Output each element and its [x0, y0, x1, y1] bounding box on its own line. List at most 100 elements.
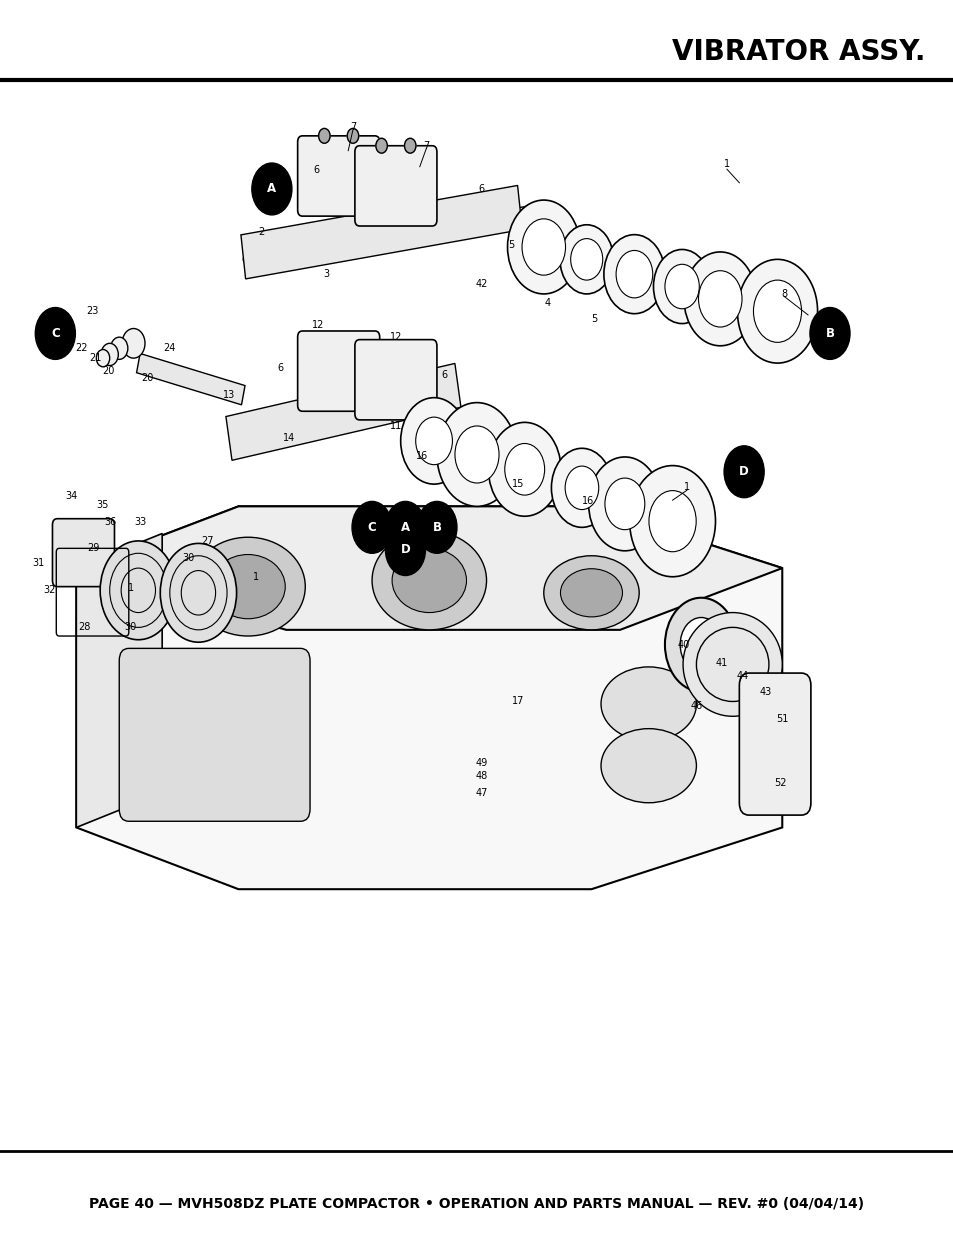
Text: 52: 52 — [773, 778, 786, 788]
Text: 16: 16 — [581, 496, 593, 506]
Text: 4: 4 — [544, 298, 550, 308]
Ellipse shape — [191, 537, 305, 636]
FancyBboxPatch shape — [355, 146, 436, 226]
Text: 46: 46 — [690, 701, 701, 711]
Circle shape — [385, 501, 425, 553]
Circle shape — [504, 443, 544, 495]
Text: 31: 31 — [32, 558, 44, 568]
Circle shape — [111, 337, 128, 359]
Text: 24: 24 — [164, 343, 175, 353]
Ellipse shape — [392, 548, 466, 613]
Circle shape — [101, 343, 118, 366]
Circle shape — [564, 466, 598, 510]
Text: 29: 29 — [88, 543, 99, 553]
FancyBboxPatch shape — [0, 0, 953, 74]
Text: 30: 30 — [183, 553, 194, 563]
Text: 14: 14 — [283, 433, 294, 443]
Circle shape — [400, 398, 467, 484]
FancyBboxPatch shape — [119, 648, 310, 821]
Text: 17: 17 — [512, 697, 523, 706]
PathPatch shape — [226, 363, 460, 461]
Text: 35: 35 — [96, 500, 108, 510]
Circle shape — [664, 598, 737, 692]
Circle shape — [375, 138, 387, 153]
Text: 6: 6 — [441, 370, 447, 380]
Circle shape — [570, 238, 602, 280]
Circle shape — [559, 225, 613, 294]
Text: 16: 16 — [416, 451, 427, 461]
Circle shape — [653, 249, 710, 324]
Text: C: C — [51, 327, 60, 340]
Ellipse shape — [600, 729, 696, 803]
Text: 6: 6 — [314, 165, 319, 175]
Circle shape — [723, 446, 763, 498]
Text: 23: 23 — [87, 306, 98, 316]
Text: 12: 12 — [313, 320, 324, 330]
Text: 43: 43 — [760, 687, 771, 697]
Circle shape — [664, 264, 699, 309]
Text: 33: 33 — [134, 517, 146, 527]
Text: 44: 44 — [736, 671, 747, 680]
Ellipse shape — [682, 613, 781, 716]
FancyBboxPatch shape — [355, 340, 436, 420]
Circle shape — [455, 426, 498, 483]
Text: D: D — [739, 466, 748, 478]
Circle shape — [488, 422, 560, 516]
FancyBboxPatch shape — [739, 673, 810, 815]
Circle shape — [100, 541, 176, 640]
Text: 32: 32 — [44, 585, 55, 595]
Circle shape — [416, 501, 456, 553]
PathPatch shape — [136, 353, 245, 405]
Circle shape — [648, 490, 696, 552]
Text: VIBRATOR ASSY.: VIBRATOR ASSY. — [671, 38, 924, 65]
Circle shape — [347, 128, 358, 143]
Text: 2: 2 — [258, 227, 264, 237]
Text: 1: 1 — [683, 482, 689, 492]
Text: 1: 1 — [128, 583, 133, 593]
Circle shape — [521, 219, 565, 275]
FancyBboxPatch shape — [297, 331, 379, 411]
Circle shape — [737, 259, 817, 363]
Text: 7: 7 — [423, 141, 429, 151]
Circle shape — [588, 457, 660, 551]
Text: 30: 30 — [125, 622, 136, 632]
Circle shape — [507, 200, 579, 294]
Text: 21: 21 — [90, 353, 101, 363]
Text: B: B — [432, 521, 441, 534]
Text: 12: 12 — [390, 332, 401, 342]
Text: 47: 47 — [476, 788, 487, 798]
Text: 3: 3 — [323, 269, 329, 279]
Circle shape — [679, 618, 721, 672]
Ellipse shape — [696, 627, 768, 701]
Text: B: B — [824, 327, 834, 340]
FancyBboxPatch shape — [297, 136, 379, 216]
Text: 36: 36 — [105, 517, 116, 527]
Text: 6: 6 — [277, 363, 283, 373]
PathPatch shape — [76, 506, 781, 889]
Text: 5: 5 — [591, 314, 597, 324]
Circle shape — [416, 417, 452, 464]
Ellipse shape — [211, 555, 285, 619]
Text: 49: 49 — [476, 758, 487, 768]
Circle shape — [318, 128, 330, 143]
Text: 7: 7 — [350, 122, 355, 132]
Circle shape — [698, 270, 741, 327]
Text: 34: 34 — [66, 492, 77, 501]
Ellipse shape — [559, 568, 621, 616]
Text: 8: 8 — [781, 289, 786, 299]
Text: 13: 13 — [223, 390, 234, 400]
Text: A: A — [400, 521, 410, 534]
PathPatch shape — [76, 534, 162, 827]
Text: 51: 51 — [776, 714, 787, 724]
PathPatch shape — [241, 185, 521, 279]
Ellipse shape — [543, 556, 639, 630]
Circle shape — [616, 251, 652, 298]
Text: 27: 27 — [201, 536, 214, 546]
Circle shape — [753, 280, 801, 342]
Text: 28: 28 — [78, 622, 90, 632]
Circle shape — [551, 448, 612, 527]
Circle shape — [385, 524, 425, 576]
Circle shape — [436, 403, 517, 506]
Text: A: A — [267, 183, 276, 195]
Circle shape — [603, 235, 664, 314]
